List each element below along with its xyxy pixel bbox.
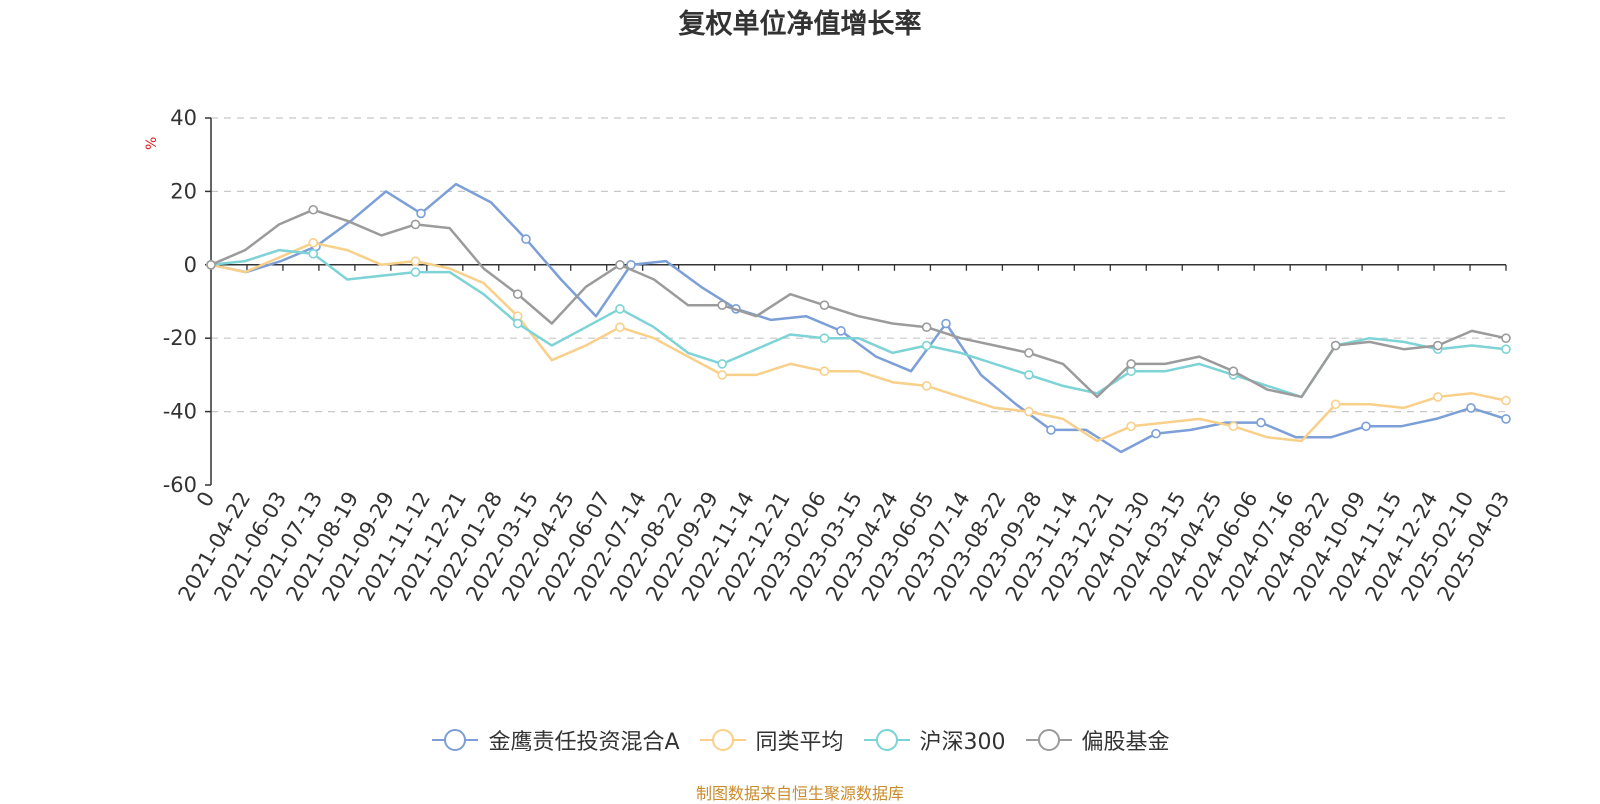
series-point-1 [410, 256, 421, 266]
series-point-1 [819, 366, 830, 377]
legend-item-1[interactable]: 同类平均 [698, 724, 844, 756]
series-point-1 [1126, 421, 1136, 432]
series-point-0 [1361, 421, 1371, 432]
legend: 金鹰责任投资混合A 同类平均 沪深300 偏股基金 [0, 724, 1600, 756]
legend-marker-icon [863, 729, 910, 751]
legend-item-0[interactable]: 金鹰责任投资混合A [430, 724, 680, 756]
series-point-3 [308, 204, 319, 215]
series-point-3 [410, 219, 421, 230]
y-tick-label: 20 [170, 179, 197, 203]
series-point-1 [1501, 395, 1511, 406]
y-tick-label: -40 [163, 400, 197, 424]
series-point-3 [206, 259, 216, 270]
series-point-3 [921, 322, 932, 332]
series-line-2 [210, 248, 1507, 399]
legend-item-3[interactable]: 偏股基金 [1024, 724, 1170, 756]
series-point-1 [1330, 399, 1341, 410]
legend-label: 沪深300 [919, 730, 1006, 755]
series-point-3 [1126, 359, 1136, 369]
series-point-1 [1024, 406, 1034, 417]
legend-marker-icon [699, 729, 746, 751]
series-point-0 [521, 234, 531, 244]
x-tick-label: 0 [192, 488, 219, 512]
series-point-3 [1330, 340, 1341, 351]
series-point-3 [717, 300, 727, 310]
series-line-1 [210, 241, 1507, 443]
series-point-2 [308, 248, 319, 259]
series-point-0 [1256, 417, 1266, 428]
series-point-1 [1433, 392, 1443, 402]
series-point-1 [615, 322, 625, 332]
legend-label: 同类平均 [755, 730, 844, 755]
y-tick-label: 0 [184, 253, 197, 277]
series-point-3 [1433, 340, 1443, 351]
series-point-0 [1151, 428, 1161, 439]
legend-label: 金鹰责任投资混合A [488, 730, 680, 755]
y-tick-label: -60 [163, 473, 197, 497]
series-point-0 [1046, 425, 1056, 435]
series-point-0 [941, 318, 951, 329]
series-point-1 [921, 381, 932, 391]
series-point-2 [717, 359, 727, 369]
series-point-3 [615, 259, 625, 270]
series-point-2 [1024, 370, 1034, 380]
series-point-3 [819, 300, 830, 310]
source-note: 制图数据来自恒生聚源数据库 [695, 784, 904, 803]
series-point-3 [512, 289, 523, 299]
legend-item-2[interactable]: 沪深300 [862, 724, 1006, 756]
series-point-1 [717, 370, 727, 380]
legend-label: 偏股基金 [1081, 730, 1170, 755]
series-point-0 [1501, 414, 1511, 424]
series-point-2 [921, 340, 932, 351]
series-line-3 [210, 208, 1507, 399]
series-point-3 [1228, 366, 1239, 377]
series-point-0 [836, 326, 846, 336]
legend-marker-icon [1025, 729, 1072, 751]
y-tick-label: -20 [163, 326, 197, 350]
series-point-1 [1228, 421, 1239, 432]
series-point-2 [410, 267, 421, 277]
series-point-3 [1501, 333, 1511, 344]
series-point-0 [416, 208, 426, 219]
series-point-2 [512, 318, 523, 329]
series-point-2 [1501, 344, 1511, 355]
y-tick-label: 40 [170, 106, 197, 130]
series-point-0 [1466, 403, 1476, 413]
series-line-0 [210, 182, 1507, 454]
chart-title: 复权单位净值增长率 [678, 9, 922, 40]
series-point-1 [308, 237, 319, 248]
legend-marker-icon [432, 729, 479, 751]
series-point-2 [819, 333, 830, 344]
series-point-3 [1024, 348, 1034, 358]
series-point-2 [615, 304, 625, 314]
line-chart: 40200-20-40-6002021-04-222021-06-032021-… [163, 106, 1515, 605]
